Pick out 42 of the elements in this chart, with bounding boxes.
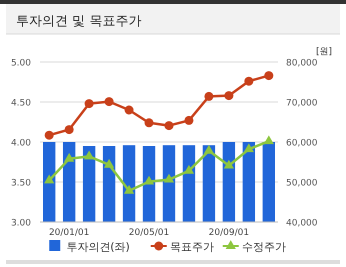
point <box>184 164 194 174</box>
point <box>244 76 254 86</box>
point <box>144 118 154 128</box>
y-tick-label: 5.00 <box>10 58 32 68</box>
y-tick-label: 4.00 <box>10 138 32 148</box>
point <box>204 144 214 154</box>
point <box>84 150 94 160</box>
legend-label: 목표주가 <box>170 240 214 254</box>
point <box>184 116 194 125</box>
y2-axis-title: [원] <box>316 47 332 57</box>
x-tick-label: 20/05/01 <box>128 228 170 238</box>
point <box>264 71 274 80</box>
point <box>224 91 234 100</box>
point <box>104 158 114 168</box>
point <box>44 130 54 140</box>
point <box>204 92 214 101</box>
point <box>64 125 74 134</box>
x-tick-label: 20/09/01 <box>208 228 250 238</box>
point <box>264 135 274 144</box>
legend-label: 수정주가 <box>242 240 286 254</box>
point <box>64 152 74 162</box>
point <box>124 106 134 114</box>
point <box>224 160 234 169</box>
y2-tick-label: 70,000 <box>286 98 318 108</box>
y-tick-label: 4.50 <box>10 98 32 108</box>
chart-title: 투자의견 및 목표주가 <box>16 14 142 29</box>
point <box>144 176 154 185</box>
legend-label: 투자의견(좌) <box>66 240 130 254</box>
y2-tick-label: 80,000 <box>286 58 318 68</box>
point <box>124 184 134 194</box>
point <box>44 174 54 184</box>
point <box>104 97 114 106</box>
point <box>84 99 94 108</box>
y2-tick-label: 50,000 <box>286 178 318 188</box>
x-tick-label: 20/01/01 <box>48 228 90 238</box>
y2-tick-label: 40,000 <box>286 218 318 228</box>
point <box>244 143 254 152</box>
point <box>164 121 174 130</box>
point <box>164 174 174 183</box>
y-tick-label: 3.50 <box>10 178 32 188</box>
y2-tick-label: 60,000 <box>286 138 318 148</box>
y-tick-label: 3.00 <box>10 218 32 228</box>
